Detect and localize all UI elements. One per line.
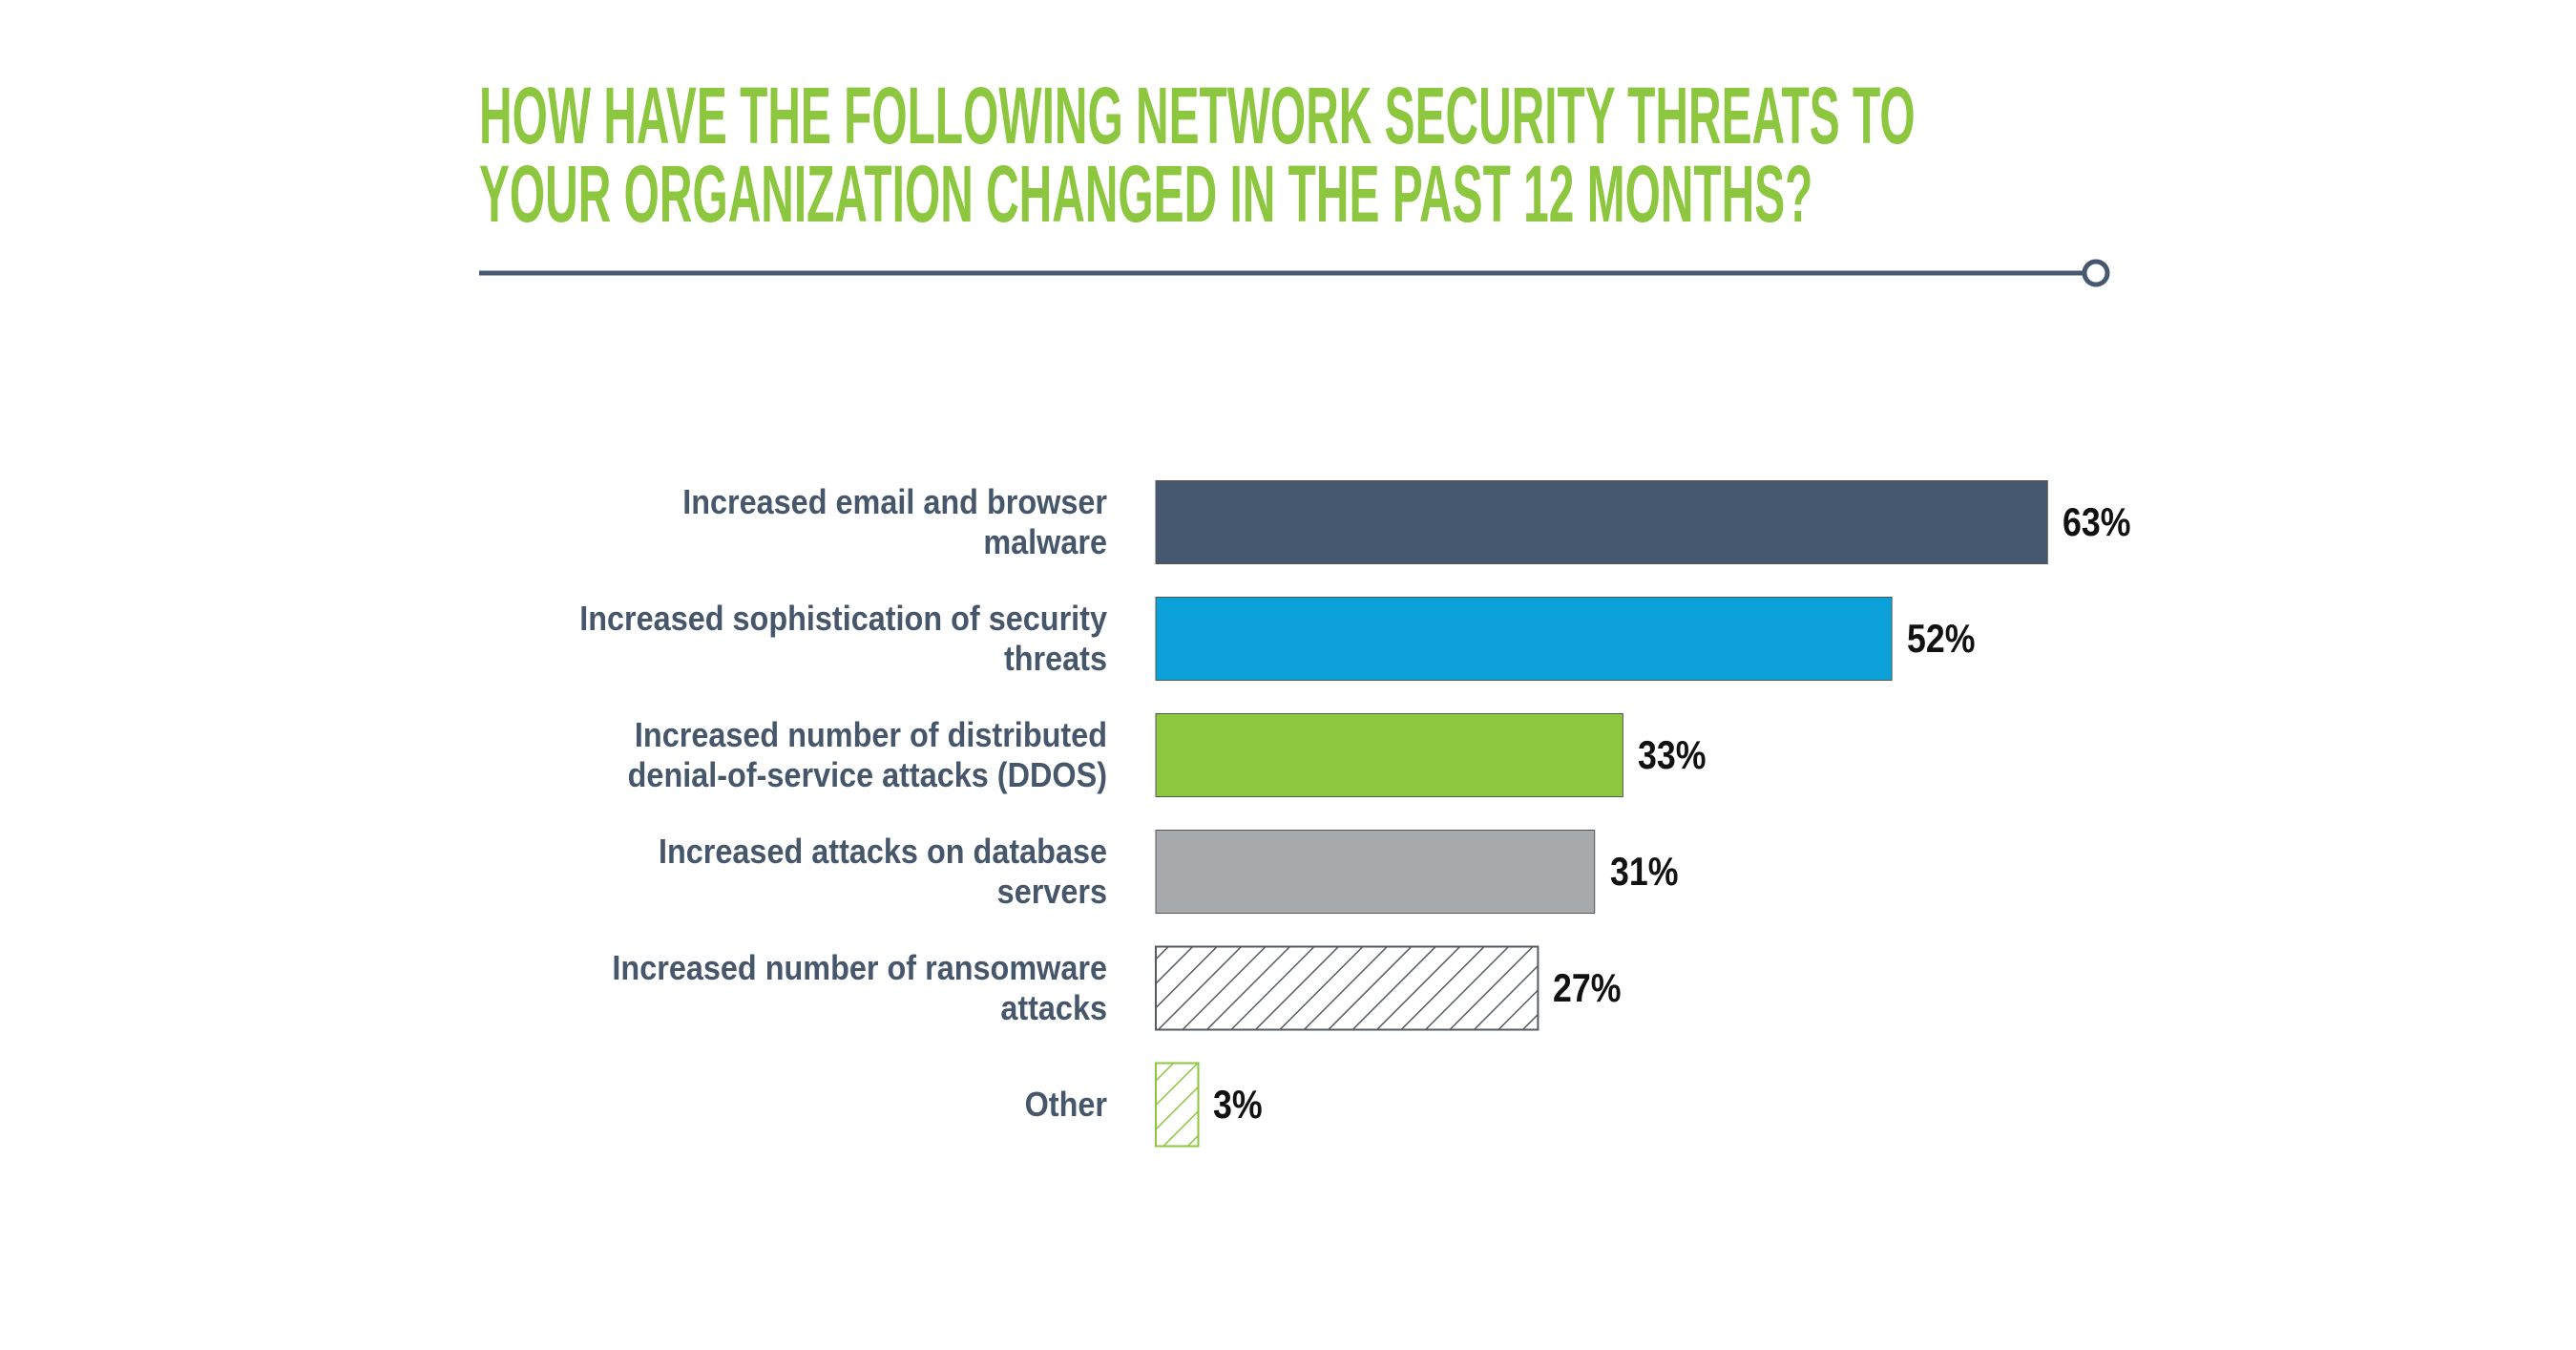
chart-title: HOW HAVE THE FOLLOWING NETWORK SECURITY …	[479, 71, 1916, 239]
bar	[1155, 1062, 1200, 1148]
title-rule-end	[2082, 259, 2110, 287]
category-label: Increased number of ransomware attacks	[612, 948, 1107, 1027]
value-label: 52%	[1907, 616, 1976, 661]
bar	[1155, 830, 1596, 914]
category-label: Increased sophistication of security thr…	[579, 599, 1107, 678]
value-label: 27%	[1553, 965, 1622, 1010]
category-label: Other	[1024, 1085, 1107, 1124]
value-label: 3%	[1213, 1082, 1264, 1127]
category-label: Increased number of distributed denial-o…	[627, 715, 1107, 794]
bar	[1155, 945, 1539, 1031]
value-label: 33%	[1638, 732, 1707, 777]
bar	[1155, 480, 2048, 564]
bar	[1155, 713, 1623, 797]
value-label: 63%	[2063, 499, 2131, 544]
bar	[1155, 597, 1893, 681]
value-label: 31%	[1609, 849, 1679, 894]
category-label: Increased attacks on database servers	[658, 832, 1107, 911]
category-label: Increased email and browser malware	[682, 482, 1107, 561]
